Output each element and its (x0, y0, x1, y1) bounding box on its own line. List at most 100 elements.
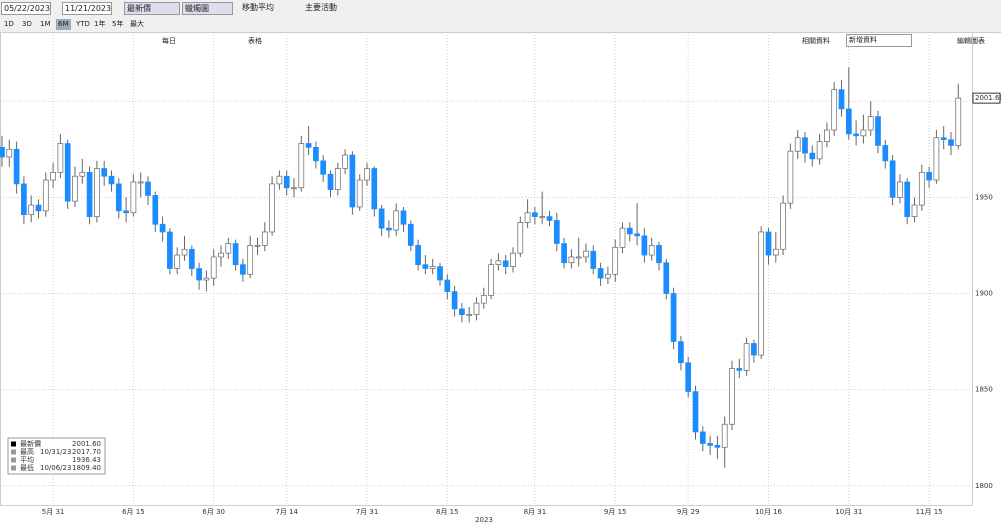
range-button[interactable]: 5年 (112, 20, 124, 28)
range-button[interactable]: 3D (22, 20, 32, 28)
candle-body (816, 141, 823, 160)
candle-body (57, 143, 64, 173)
candle-body (137, 181, 144, 184)
candle-body (167, 231, 173, 269)
add-data[interactable]: 新增資料 (846, 34, 912, 47)
candle-body (517, 222, 524, 254)
candle-body (254, 245, 261, 247)
candle-body (196, 268, 202, 281)
candle-body (634, 233, 640, 237)
candle-body (386, 227, 392, 231)
candle-body (918, 172, 925, 206)
candle-body (334, 168, 341, 191)
candle-body (867, 116, 874, 131)
x-axis-label: 2023 (475, 516, 493, 524)
end-date[interactable]: 11/21/2023 (62, 2, 112, 15)
candle-body (670, 293, 677, 342)
stats-date: 10/06/23 (40, 464, 71, 472)
candle-body (276, 175, 283, 185)
candle-body (948, 139, 954, 146)
candle-body (583, 250, 589, 258)
candle-body (313, 147, 319, 162)
stats-icon (11, 457, 16, 463)
candle-body (561, 243, 567, 264)
candle-body (393, 210, 400, 231)
candle-body (553, 220, 560, 244)
candle-body (152, 195, 159, 225)
field[interactable]: 最新價 (124, 2, 180, 15)
events[interactable]: 主要活動 (305, 3, 337, 12)
stats-label: 平均 (20, 455, 34, 464)
candle-body (437, 266, 443, 281)
candle-body (79, 172, 86, 177)
candle-body (13, 148, 20, 185)
candle-body (692, 391, 699, 433)
candle-body (568, 256, 575, 264)
candle-body (678, 341, 684, 364)
candle-body (751, 343, 757, 356)
candle-body (261, 231, 268, 246)
candle-body (480, 295, 487, 304)
stats-value: 2001.60 (72, 440, 101, 448)
candle-body (758, 231, 765, 356)
candle-body (831, 89, 838, 131)
candle-body (115, 183, 122, 212)
candle-body (349, 154, 356, 208)
candle-body (897, 181, 903, 198)
candle-body (407, 223, 414, 246)
related-button[interactable]: 相關資料 (802, 37, 830, 45)
candle-body (955, 97, 962, 146)
candle-body (940, 137, 947, 141)
x-tick-label: 11月 15 (916, 508, 943, 516)
x-tick-label: 7月 14 (275, 508, 298, 516)
candle-body (174, 254, 181, 269)
candle-body (656, 245, 662, 264)
candle-body (736, 368, 743, 371)
candle-body (218, 252, 224, 258)
stats-label: 最低 (20, 463, 34, 472)
chart-style[interactable]: 蠟燭圖 (182, 2, 233, 15)
candle-body (838, 89, 845, 110)
candle-body (641, 235, 648, 256)
range-button[interactable]: 1M (40, 20, 51, 28)
x-tick-label: 10月 31 (835, 508, 862, 516)
table-button[interactable]: 表格 (248, 37, 262, 45)
candle-body (451, 291, 458, 310)
candle-body (305, 143, 312, 148)
candle-body (612, 246, 619, 275)
candle-body (422, 264, 429, 269)
stats-label: 最新價 (20, 439, 41, 448)
candle-body (510, 252, 516, 267)
range-button[interactable]: 6M (56, 19, 71, 30)
candle-body (291, 187, 297, 190)
y-tick-label: 1800 (975, 482, 993, 490)
candle-body (743, 343, 750, 371)
toolbar-top: 05/22/2023 11/21/2023 最新價 蠟燭圖 移動平均 主要活動 (0, 0, 1001, 18)
candle-body (802, 137, 808, 154)
range-button[interactable]: 1D (4, 20, 14, 28)
candle-body (203, 277, 210, 281)
candle-body (845, 108, 852, 135)
candle-body (50, 172, 56, 181)
moving-average[interactable]: 移動平均 (242, 3, 274, 12)
candle-body (371, 168, 378, 210)
candle-body (429, 266, 436, 269)
candle-body (933, 137, 940, 181)
candle-body (524, 212, 531, 223)
range-button[interactable]: YTD (76, 20, 90, 28)
candle-body (502, 260, 509, 267)
candle-body (707, 443, 713, 446)
candle-body (283, 175, 290, 189)
start-date[interactable]: 05/22/2023 (1, 2, 51, 15)
range-button[interactable]: 1年 (94, 20, 106, 28)
candle-body (772, 248, 779, 256)
candle-body (590, 250, 597, 269)
candle-body (714, 445, 721, 448)
candle-body (495, 260, 502, 266)
frequency[interactable]: 每日 (162, 37, 176, 45)
range-button[interactable]: 最大 (130, 20, 144, 28)
candle-body (320, 160, 327, 175)
edit-button[interactable]: 編輯圖表 (957, 37, 985, 45)
candle-body (72, 175, 78, 202)
